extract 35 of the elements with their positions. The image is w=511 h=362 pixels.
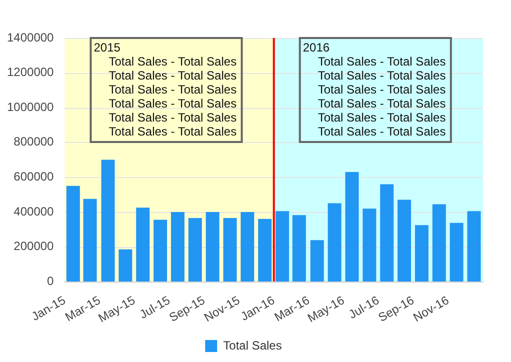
y-tick-label: 600000 — [14, 169, 54, 184]
bar — [223, 218, 237, 282]
bar — [292, 215, 306, 282]
bar — [83, 198, 97, 282]
bar — [258, 218, 272, 282]
bar — [276, 211, 290, 282]
legend-label: Total Sales — [223, 338, 282, 352]
bar — [136, 208, 150, 282]
bar — [345, 172, 359, 282]
bar — [310, 240, 324, 282]
bar — [170, 212, 184, 282]
bar — [118, 249, 132, 282]
bar — [206, 212, 220, 282]
y-tick-label: 800000 — [14, 134, 54, 149]
bar — [432, 204, 446, 282]
y-tick-label: 1200000 — [7, 65, 54, 80]
band-label: 2015 Total Sales - Total Sales Total Sales - Total Sales Total Sales - Total Sales Total Sales - Total Sales Total Sales - Total Sales Total Sales - Total Sales — [94, 40, 237, 138]
bar — [450, 222, 464, 282]
bar — [188, 218, 202, 282]
bar — [362, 208, 376, 282]
bar — [154, 220, 168, 282]
band-label: 2016 Total Sales - Total Sales Total Sales - Total Sales Total Sales - Total Sales Total Sales - Total Sales Total Sales - Total Sales Total Sales - Total Sales — [302, 40, 446, 138]
bar — [101, 160, 115, 282]
bar — [398, 200, 412, 282]
y-tick-label: 400000 — [14, 204, 54, 218]
bar — [66, 186, 80, 282]
bar — [414, 225, 428, 282]
bar — [240, 212, 254, 282]
y-tick-label: 0 — [47, 274, 54, 288]
bar — [380, 184, 394, 282]
y-tick-label: 1400000 — [7, 30, 54, 44]
y-tick-label: 200000 — [14, 239, 54, 254]
bar — [328, 203, 342, 282]
y-tick-label: 1000000 — [7, 100, 54, 114]
bar — [467, 211, 481, 282]
